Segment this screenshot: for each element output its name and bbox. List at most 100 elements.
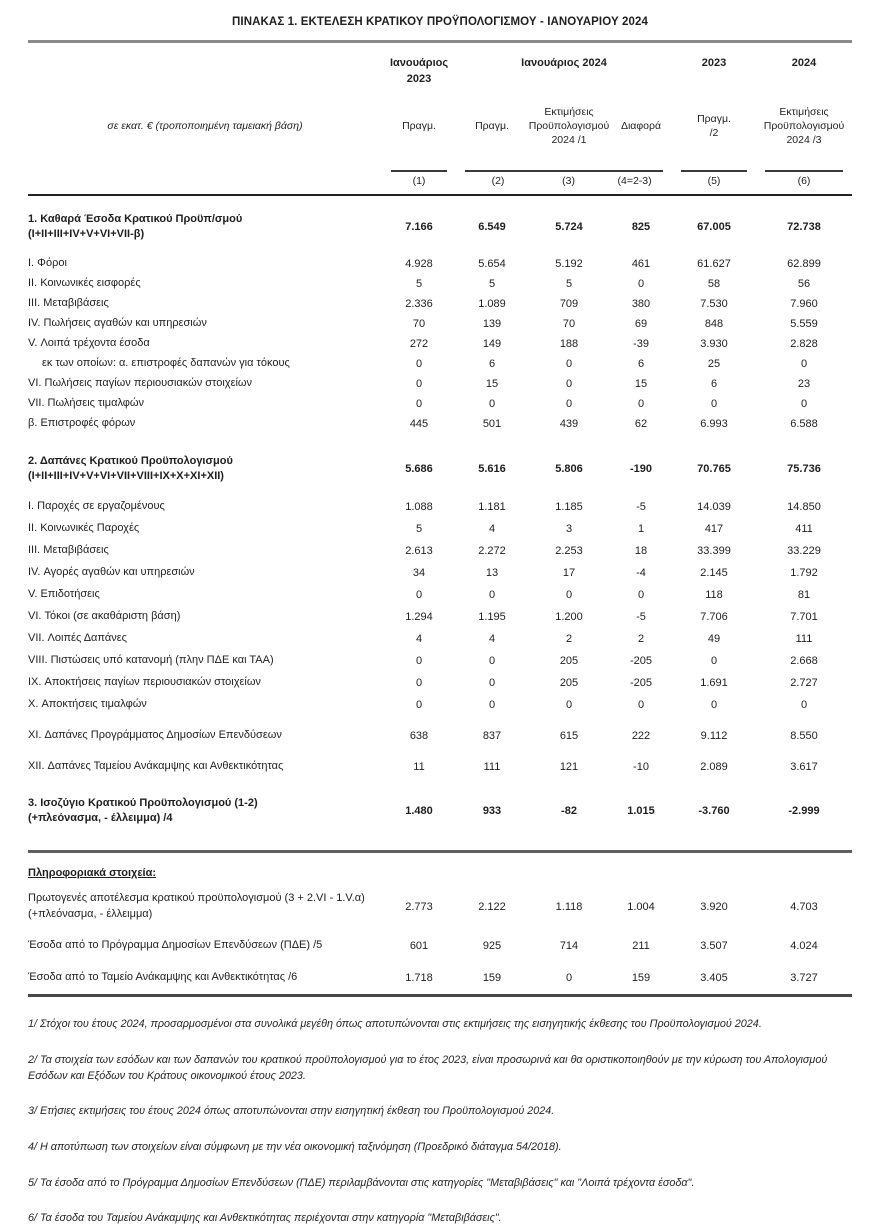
table-row: εκ των οποίων: α. επιστροφές δαπανών για…: [28, 354, 852, 374]
value-cell: 3.507: [700, 940, 728, 953]
table-row: IX. Αποκτήσεις παγίων περιουσιακών στοιχ…: [28, 672, 852, 694]
value-cell: 81: [797, 588, 811, 601]
value-cell: -190: [629, 462, 653, 475]
value-cell: 2.272: [478, 544, 506, 557]
value-cell: 7.960: [790, 297, 818, 310]
table-header: Ιανουάριος 2023 Ιανουάριος 2024 2023 202…: [28, 43, 852, 196]
table-row: I. Παροχές σε εργαζομένους 1.088 1.181 1…: [28, 496, 852, 518]
value-cell: 2: [637, 632, 645, 645]
table-row: VI. Πωλήσεις παγίων περιουσιακών στοιχεί…: [28, 374, 852, 394]
footnotes: 1/ Στόχοι του έτους 2024, προσαρμοσμένοι…: [28, 997, 852, 1226]
value-cell: 5: [415, 522, 423, 535]
table-row: XI. Δαπάνες Προγράμματος Δημοσίων Επενδύ…: [28, 725, 852, 747]
row-label: εκ των οποίων: α. επιστροφές δαπανών για…: [42, 357, 290, 370]
column-group-jan-2023: Ιανουάριος 2023: [389, 57, 449, 85]
table-row: IV. Πωλήσεις αγαθών και υπηρεσιών 70 139…: [28, 314, 852, 334]
value-cell: 70: [412, 317, 426, 330]
value-cell: 7.530: [700, 297, 728, 310]
value-cell: 72.738: [787, 220, 821, 233]
value-cell: 121: [559, 760, 579, 773]
value-cell: 4.928: [405, 257, 433, 270]
value-cell: 1.480: [405, 804, 433, 817]
value-cell: 0: [710, 698, 718, 711]
value-cell: 0: [637, 277, 645, 290]
value-cell: 5: [565, 277, 573, 290]
value-cell: 1.089: [478, 297, 506, 310]
sub-header-4: Διαφορά: [620, 119, 662, 132]
value-cell: 0: [488, 588, 496, 601]
row-label: 2. Δαπάνες Κρατικού Προϋπολογισμού (I+II…: [28, 454, 233, 482]
row-label: Πρωτογενές αποτέλεσμα κρατικού προϋπολογ…: [28, 891, 365, 920]
value-cell: 925: [482, 940, 502, 953]
value-cell: 49: [707, 632, 721, 645]
value-cell: 380: [631, 297, 651, 310]
value-cell: 272: [409, 337, 429, 350]
value-cell: 0: [710, 654, 718, 667]
column-number-6: (6): [756, 169, 852, 187]
table-row: II. Κοινωνικές εισφορές 5 5 5 0 58 56: [28, 274, 852, 294]
value-cell: 56: [797, 277, 811, 290]
value-cell: 0: [800, 397, 808, 410]
row-label: VI. Τόκοι (σε ακαθάριστη βάση): [28, 610, 181, 623]
row-label: 1. Καθαρά Έσοδα Κρατικού Προϋπ/σμού (I+I…: [28, 212, 243, 240]
value-cell: 58: [707, 277, 721, 290]
value-cell: 2.668: [790, 654, 818, 667]
value-cell: 0: [415, 654, 423, 667]
footnote-5: 5/ Τα έσοδα από το Πρόγραμμα Δημοσίων Επ…: [28, 1176, 695, 1189]
value-cell: 4.703: [790, 900, 818, 913]
sub-header-1: Πραγμ.: [402, 119, 436, 132]
value-cell: 1.718: [405, 972, 433, 985]
value-cell: 2.253: [555, 544, 583, 557]
sub-header-6: Εκτιμήσεις Προϋπολογισμού 2024 /3: [763, 105, 845, 146]
table-row: Έσοδα από το Ταμείο Ανάκαμψης και Ανθεκτ…: [28, 962, 852, 994]
value-cell: 23: [797, 377, 811, 390]
table-row: 3. Ισοζύγιο Κρατικού Προϋπολογισμού (1-2…: [28, 786, 852, 838]
row-label: X. Αποκτήσεις τιμαλφών: [28, 698, 147, 711]
value-cell: 0: [488, 654, 496, 667]
table-row: VII. Λοιπές Δαπάνες 4 4 2 2 49 111: [28, 628, 852, 650]
value-cell: 1.195: [478, 610, 506, 623]
value-cell: 5: [488, 277, 496, 290]
row-label: VI. Πωλήσεις παγίων περιουσιακών στοιχεί…: [28, 377, 253, 390]
value-cell: -2.999: [788, 804, 820, 817]
value-cell: 2.089: [700, 760, 728, 773]
table-row: V. Επιδοτήσεις 0 0 0 0 118 81: [28, 584, 852, 606]
value-cell: -10: [633, 760, 649, 773]
value-cell: 33.229: [787, 544, 821, 557]
value-cell: 3.930: [700, 337, 728, 350]
footnote-3: 3/ Ετήσιες εκτιμήσεις του έτους 2024 όπω…: [28, 1105, 555, 1118]
value-cell: -5: [636, 500, 646, 513]
value-cell: 0: [415, 377, 423, 390]
value-cell: 8.550: [790, 729, 818, 742]
row-label: I. Παροχές σε εργαζομένους: [28, 500, 165, 513]
value-cell: -205: [629, 654, 653, 667]
expenditure-section: 2. Δαπάνες Κρατικού Προϋπολογισμού (I+II…: [28, 444, 852, 778]
value-cell: 14.850: [787, 500, 821, 513]
value-cell: 111: [795, 632, 813, 645]
value-cell: 709: [559, 297, 579, 310]
value-cell: 5.686: [405, 462, 433, 475]
value-cell: -5: [636, 610, 646, 623]
value-cell: 1.294: [405, 610, 433, 623]
value-cell: 6: [637, 357, 645, 370]
unit-label: σε εκατ. € (τροποποιημένη ταμειακή βάση): [107, 119, 303, 132]
value-cell: 3: [565, 522, 573, 535]
value-cell: 2: [565, 632, 573, 645]
value-cell: 0: [637, 588, 645, 601]
page-title: ΠΙΝΑΚΑΣ 1. ΕΚΤΕΛΕΣΗ ΚΡΑΤΙΚΟΥ ΠΡΟΫΠΟΛΟΓΙΣ…: [232, 16, 648, 28]
column-number-4: (4=2-3): [617, 174, 652, 187]
value-cell: 0: [565, 397, 573, 410]
column-group-jan-2024: Ιανουάριος 2024: [521, 57, 607, 69]
value-cell: 0: [637, 698, 645, 711]
row-label: VII. Λοιπές Δαπάνες: [28, 632, 127, 645]
table-row: Πρωτογενές αποτέλεσμα κρατικού προϋπολογ…: [28, 883, 852, 931]
value-cell: 1.691: [700, 676, 728, 689]
value-cell: 4: [488, 632, 496, 645]
row-label: VIII. Πιστώσεις υπό κατανομή (πλην ΠΔΕ κ…: [28, 654, 274, 667]
table-row: II. Κοινωνικές Παροχές 5 4 3 1 417 411: [28, 518, 852, 540]
row-label: Έσοδα από το Ταμείο Ανάκαμψης και Ανθεκτ…: [28, 971, 298, 984]
value-cell: 837: [482, 729, 502, 742]
row-label: III. Μεταβιβάσεις: [28, 544, 109, 557]
info-section-header: Πληροφοριακά στοιχεία:: [28, 866, 157, 879]
table-row: VI. Τόκοι (σε ακαθάριστη βάση) 1.294 1.1…: [28, 606, 852, 628]
